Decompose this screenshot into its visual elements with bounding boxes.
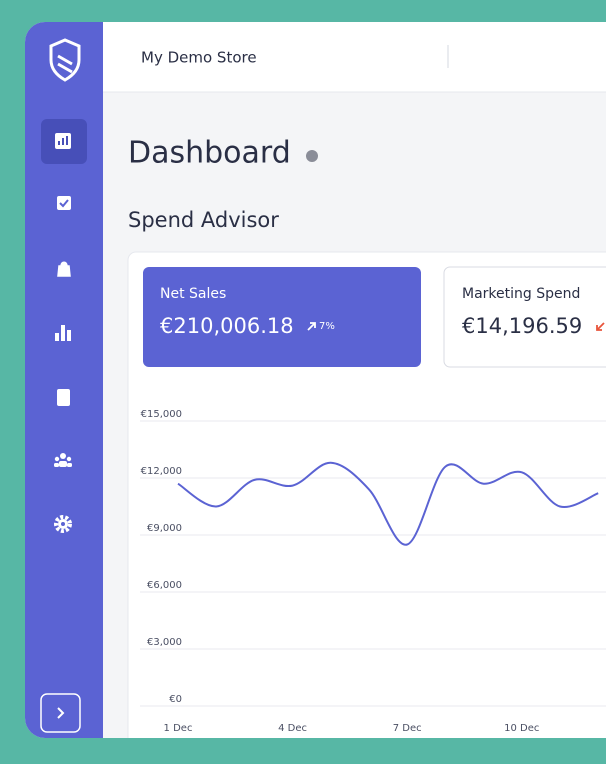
chart: €0 €3,000 €6,000 €9,000 €12,000 €15,000 1 Dec 4…: [140, 409, 606, 734]
series-line: [177, 461, 599, 546]
store-name[interactable]: My Demo Store: [141, 49, 257, 67]
nav-icon-detail: [59, 199, 69, 208]
nav-icon-shop[interactable]: [57, 261, 71, 277]
nav-icon-reports[interactable]: [55, 325, 71, 341]
y-tick-label: €0: [169, 694, 182, 705]
x-tick-label: 1 Dec: [164, 723, 193, 734]
nav-icon-detail: [58, 136, 68, 145]
expand-button[interactable]: [40, 693, 81, 733]
page-title: Dashboard: [128, 136, 291, 171]
app-window: My Demo Store Dashboard Spend Advisor Ne…: [25, 22, 606, 738]
nav-icon-tasks[interactable]: [57, 196, 71, 210]
logo[interactable]: [49, 38, 81, 82]
x-tick-label: 7 Dec: [393, 723, 422, 734]
nav-icon-calculator[interactable]: [57, 389, 70, 406]
y-tick-label: €9,000: [147, 523, 182, 534]
nav-icon-settings[interactable]: [54, 515, 72, 533]
help-icon[interactable]: [306, 150, 318, 162]
card-net-sales[interactable]: [143, 267, 421, 367]
nav-icon-team[interactable]: [54, 453, 72, 467]
card-change: 7%: [319, 321, 335, 332]
expand-icon: [57, 707, 65, 719]
x-tick-label: 4 Dec: [278, 723, 307, 734]
trend-down-icon: [596, 322, 605, 331]
card-marketing-spend[interactable]: [443, 266, 606, 368]
card-value: €210,006.18: [160, 314, 294, 338]
x-tick-label: 10 Dec: [504, 723, 539, 734]
trend-up-icon: [307, 322, 316, 331]
card-label: Net Sales: [160, 286, 226, 302]
y-tick-label: €3,000: [147, 637, 182, 648]
section-title: Spend Advisor: [128, 208, 279, 232]
card-value: €14,196.59: [462, 314, 582, 338]
top-bar: [103, 22, 606, 92]
y-tick-label: €12,000: [141, 466, 182, 477]
y-tick-label: €15,000: [141, 409, 182, 420]
card-label: Marketing Spend: [462, 286, 580, 302]
y-tick-label: €6,000: [147, 580, 182, 591]
